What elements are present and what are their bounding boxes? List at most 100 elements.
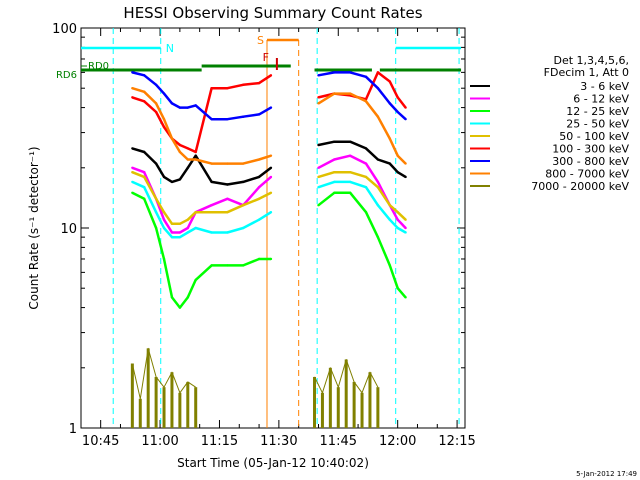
series-point — [143, 175, 146, 179]
series-point — [131, 191, 134, 194]
series-point — [376, 115, 380, 118]
series-point — [143, 150, 146, 154]
series-point — [404, 162, 407, 165]
series-group — [130, 347, 380, 428]
series-point — [396, 287, 399, 290]
series-point — [269, 257, 273, 261]
series-point — [269, 74, 273, 77]
series-point — [194, 104, 197, 107]
series-point — [257, 257, 261, 261]
series-point — [162, 175, 166, 179]
series-point — [404, 175, 407, 179]
series-point — [131, 171, 134, 174]
series-point — [317, 204, 320, 207]
series-point — [186, 158, 189, 161]
series-point — [257, 218, 261, 221]
series-point — [178, 106, 182, 109]
series-point — [186, 166, 189, 169]
series-point — [162, 226, 166, 230]
series-point — [178, 150, 182, 154]
series-point — [162, 117, 166, 121]
series-point — [170, 102, 174, 105]
series-point — [143, 171, 146, 174]
series-point — [131, 71, 134, 74]
chart-title: HESSI Observing Summary Count Rates — [123, 4, 422, 22]
y-tick-label: 10 — [60, 222, 77, 237]
series-point — [257, 113, 261, 116]
series-point — [257, 158, 261, 161]
series-line — [317, 191, 407, 299]
x-axis-label: Start Time (05-Jan-12 10:40:02) — [177, 456, 369, 470]
series-point — [376, 235, 380, 239]
series-point — [269, 154, 273, 157]
series-point — [364, 185, 368, 189]
series-point — [333, 71, 336, 74]
series-point — [186, 147, 189, 150]
series-point — [194, 278, 197, 282]
series-line — [318, 180, 407, 234]
series-point — [269, 106, 273, 109]
series-point — [317, 74, 320, 77]
series-point — [210, 162, 213, 165]
series-point — [242, 204, 245, 207]
series-point — [162, 210, 166, 214]
series-point — [364, 175, 368, 179]
series-point — [143, 185, 146, 189]
series-group — [131, 71, 407, 121]
legend-label: 50 - 100 keV — [559, 130, 629, 143]
series-point — [178, 306, 182, 309]
series-point — [333, 92, 336, 95]
series-point — [396, 226, 399, 230]
series-point — [257, 197, 261, 200]
series-point — [317, 175, 320, 179]
series-point — [186, 218, 189, 221]
x-tick-label: 11:00 — [141, 434, 178, 449]
series-point — [154, 210, 158, 214]
series-point — [317, 166, 320, 169]
legend-label: 800 - 7000 keV — [545, 168, 629, 181]
series-point — [143, 90, 146, 93]
series-point — [269, 191, 273, 194]
series-point — [364, 210, 368, 214]
series-point — [388, 204, 391, 207]
series-point — [226, 87, 229, 90]
series-point — [348, 191, 352, 194]
series-point — [333, 140, 336, 143]
legend-label: 100 - 300 keV — [552, 143, 629, 156]
series-point — [194, 158, 197, 161]
x-tick-label: 11:15 — [201, 434, 238, 449]
series-point — [396, 96, 399, 99]
series-point — [131, 147, 134, 150]
series-point — [388, 102, 391, 105]
series-point — [269, 175, 273, 179]
series-point — [388, 218, 391, 221]
series-line — [318, 71, 407, 121]
series-point — [210, 204, 213, 207]
series-point — [210, 231, 213, 234]
series-point — [242, 264, 245, 267]
series-point — [143, 197, 146, 200]
series-point — [388, 80, 391, 83]
series-point — [242, 226, 245, 230]
series-point — [333, 191, 336, 194]
series-point — [226, 210, 229, 214]
series-point — [348, 180, 352, 184]
series-point — [333, 180, 336, 184]
series-point — [154, 162, 158, 165]
series-group — [131, 140, 407, 186]
legend-label: 300 - 800 keV — [552, 155, 629, 168]
series-point — [194, 226, 197, 230]
series-point — [186, 106, 189, 109]
series-point — [317, 102, 320, 105]
series-point — [396, 210, 399, 214]
series-point — [154, 110, 158, 114]
x-tick-label: 11:45 — [320, 434, 357, 449]
series-point — [364, 162, 368, 165]
series-point — [210, 180, 213, 184]
series-point — [404, 218, 407, 221]
legend: Det 1,3,4,5,6,FDecim 1, Att 03 - 6 keV6 … — [470, 54, 629, 193]
series-point — [396, 218, 399, 221]
series-point — [226, 162, 229, 165]
x-axis: 10:45 11:00 11:15 11:30 11:45 12:00 12:15 — [82, 28, 476, 449]
